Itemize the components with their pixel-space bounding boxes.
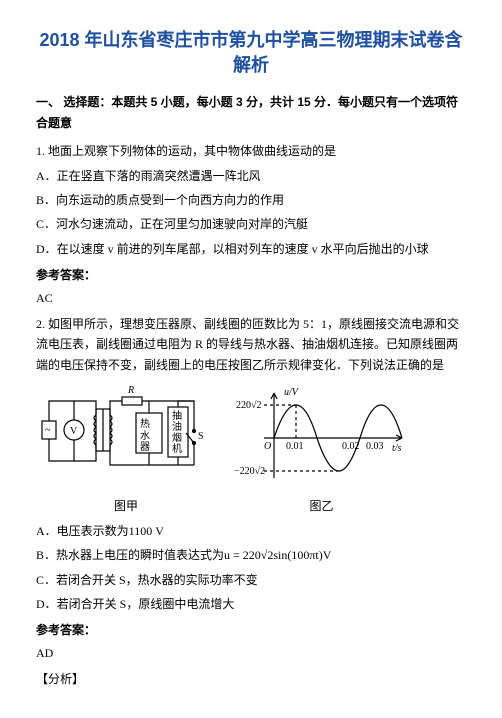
q1-stem: 1. 地面上观察下列物体的运动，其中物体做曲线运动的是 [36, 141, 466, 161]
figure-jia: ~ V R 热 水 器 抽 油 烟 机 S 图甲 [36, 383, 216, 517]
resistor-label: R [127, 385, 134, 396]
analysis-label: 【分析】 [36, 669, 466, 689]
fig-yi-label: 图乙 [234, 496, 409, 516]
heater-line2: 水 [140, 430, 150, 442]
q2-opt-b-formula: 220√2sin(100πt)V [243, 548, 332, 562]
section-head: 一、 选择题：本题共 5 小题，每小题 3 分，共计 15 分．每小题只有一个选… [36, 92, 466, 133]
heater-line1: 热 [140, 417, 150, 430]
axis-x-label: t/s [392, 443, 402, 454]
wave-svg: u/V t/s 220√2 −220√2 O 0.01 0.02 0.03 [234, 383, 409, 488]
hood-l1: 抽 [172, 409, 182, 422]
q1-opt-d: D．在以速度 v 前进的列车尾部，以相对列车的速度 v 水平向后抛出的小球 [36, 239, 466, 259]
y-bot-label: −220√2 [234, 466, 265, 477]
q1-answer-label: 参考答案： [36, 265, 466, 285]
axis-y-label: u/V [284, 387, 300, 398]
hood-l4: 机 [172, 442, 182, 455]
voltmeter-label: V [70, 426, 78, 437]
q2-opt-b: B．热水器上电压的瞬时值表达式为u = 220√2sin(100πt)V [36, 545, 466, 565]
y-top-label: 220√2 [236, 400, 262, 411]
figures-row: ~ V R 热 水 器 抽 油 烟 机 S 图甲 [36, 383, 466, 517]
page-title: 2018 年山东省枣庄市市第九中学高三物理期末试卷含解析 [36, 28, 466, 78]
q2-opt-a: A．电压表示数为1100 V [36, 521, 466, 541]
x2-label: 0.02 [342, 441, 360, 452]
q2-opt-b-prefix: B．热水器上电压的瞬时值表达式为u = [36, 548, 243, 562]
fig-jia-label: 图甲 [36, 496, 216, 516]
figure-yi: u/V t/s 220√2 −220√2 O 0.01 0.02 0.03 图乙 [234, 383, 409, 517]
q2-opt-d: D．若闭合开关 S，原线圈中电流增大 [36, 594, 466, 614]
q2-answer-label: 参考答案： [36, 620, 466, 640]
heater-line3: 器 [140, 441, 150, 453]
q1-opt-a: A．正在竖直下落的雨滴突然遭遇一阵北风 [36, 166, 466, 186]
hood-l3: 烟 [172, 431, 182, 444]
switch-label: S [198, 431, 204, 442]
x3-label: 0.03 [366, 441, 384, 452]
q1-answer: AC [36, 288, 466, 308]
q2-stem: 2. 如图甲所示，理想变压器原、副线圈的匝数比为 5：1，原线圈接交流电源和交流… [36, 314, 466, 375]
origin-label: O [264, 441, 271, 452]
hood-l2: 油 [172, 420, 182, 433]
q1-opt-c: C．河水匀速流动，正在河里匀加速驶向对岸的汽艇 [36, 214, 466, 234]
q2-opt-c: C．若闭合开关 S，热水器的实际功率不变 [36, 570, 466, 590]
x1-label: 0.01 [286, 441, 304, 452]
q2-answer: AD [36, 643, 466, 663]
ac-source-label: ~ [45, 425, 51, 436]
q1-opt-b: B．向东运动的质点受到一个向西方向力的作用 [36, 190, 466, 210]
circuit-svg: ~ V R 热 水 器 抽 油 烟 机 S [36, 383, 216, 488]
